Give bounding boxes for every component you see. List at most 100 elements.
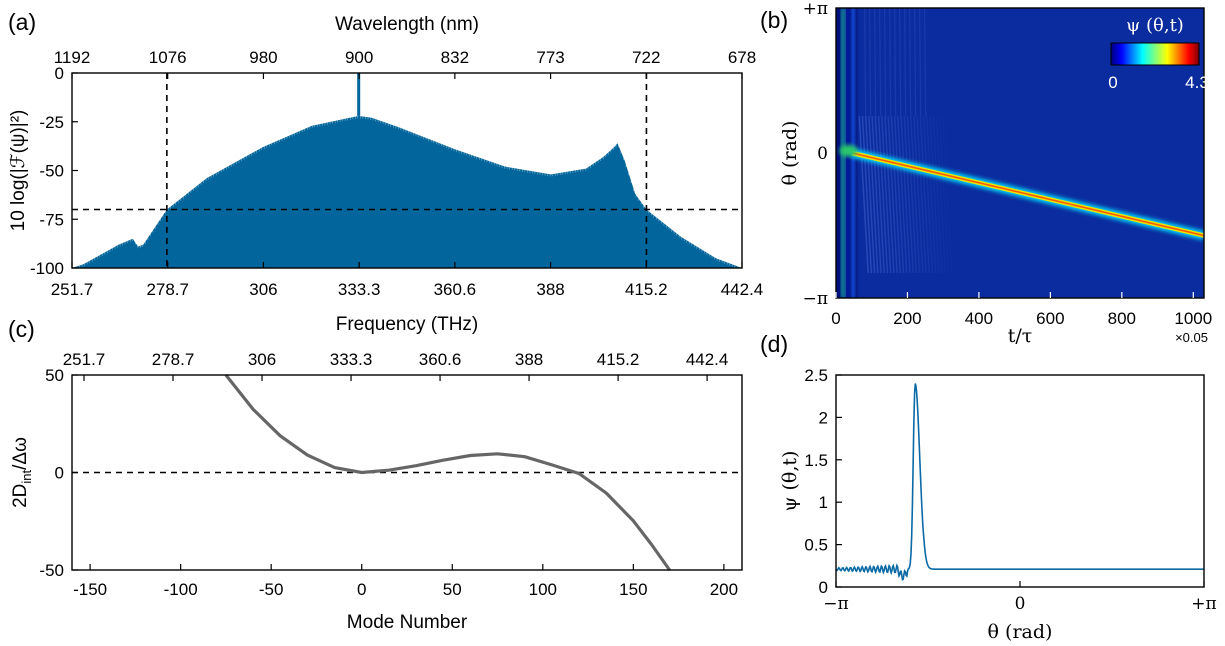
panel-label-c: (c) — [8, 316, 35, 342]
xtick-label: 400 — [965, 309, 993, 328]
wave-ripple-upper — [863, 8, 867, 117]
xtick-label: 415.2 — [625, 280, 668, 299]
xtick-label: 0 — [357, 580, 366, 599]
ytick-label: 2 — [819, 408, 828, 427]
panel-d-frame — [835, 374, 1205, 588]
ytick-label: -50 — [39, 162, 64, 181]
xtick-label: 251.7 — [51, 280, 94, 299]
ytick-label: 0 — [55, 64, 64, 83]
y-axis-label: 10 log(|ℱ(ψ)|²) — [8, 110, 29, 232]
wave-ripple-upper — [903, 8, 907, 117]
x2tick-label: 900 — [345, 48, 373, 67]
panel-b: ψ (θ,t)0 4.30 200 400 600 800 1000×0.05+π0−πt/… — [760, 0, 1212, 347]
xtick-label: 0 — [831, 309, 840, 328]
wave-ripple — [909, 116, 921, 274]
wave-ripple — [871, 116, 882, 274]
x2tick-label: 773 — [536, 48, 564, 67]
wave-ripple — [900, 116, 911, 274]
wave-ripple — [877, 116, 889, 274]
ytick-label: 0 — [55, 464, 64, 483]
wave-ripple — [893, 116, 905, 274]
panel-b-frame — [835, 7, 1205, 299]
xtick-label: -150 — [73, 580, 107, 599]
wave-ripple — [932, 116, 943, 274]
wave-ripple-upper — [898, 8, 902, 117]
panel-label-d: (d) — [760, 331, 788, 357]
x2tick-label: 251.7 — [63, 350, 106, 369]
x2tick-label: 415.2 — [597, 350, 640, 369]
xtick-label: 442.4 — [721, 280, 764, 299]
x-axis-label: Frequency (THz) — [336, 314, 479, 335]
wave-ripple — [903, 116, 914, 274]
x2tick-label: 1076 — [149, 48, 187, 67]
ytick-label: +π — [803, 0, 828, 19]
y-axis-label: 2Dint/Δω — [10, 437, 34, 508]
panel-label-b: (b) — [760, 7, 788, 33]
xtick-label: 150 — [619, 580, 647, 599]
xtick-label: 100 — [529, 580, 557, 599]
comb-lines — [71, 116, 741, 271]
xtick-label: +π — [1191, 594, 1216, 614]
ytick-label: 2.5 — [804, 366, 828, 385]
x-axis-label: Mode Number — [347, 612, 468, 633]
ytick-label: 1.5 — [804, 451, 828, 470]
wave-ripple — [913, 116, 924, 274]
wave-ripple-upper — [909, 8, 912, 117]
spectrum-fill — [72, 115, 742, 269]
wave-ripple — [868, 116, 879, 274]
wave-ripple — [938, 116, 950, 274]
ytick-label: 50 — [45, 366, 64, 385]
xtick-label: 306 — [249, 280, 277, 299]
wave-ripple-upper — [924, 8, 927, 117]
wave-ripple — [929, 116, 940, 274]
transient-edge — [836, 8, 842, 298]
ytick-label: 1 — [819, 493, 828, 512]
xtick-label: -50 — [259, 580, 284, 599]
wave-ripple — [874, 116, 885, 274]
x2tick-label: 360.6 — [419, 350, 462, 369]
wave-ripple — [858, 116, 869, 274]
colorbar — [1110, 42, 1200, 66]
ytick-label: -75 — [39, 210, 64, 229]
xtick-label: 333.3 — [338, 280, 381, 299]
formation-spot — [839, 144, 858, 157]
wave-ripple — [906, 116, 918, 274]
ytick-label: -25 — [39, 113, 64, 132]
panel-a: 251.7 278.7 306 333.3 360.6 388 415.2 442.4 1192… — [8, 9, 763, 335]
colorbar-min: 0 — [1108, 73, 1117, 92]
ytick-label: -50 — [39, 561, 64, 580]
xtick-label: 200 — [710, 580, 738, 599]
panel-d: −π 0 +π00.511.522.5θ (rad)ψ (θ,t)(d) — [760, 331, 1217, 643]
dispersion-curve — [224, 374, 671, 571]
wave-ripple-upper — [919, 8, 922, 117]
x2tick-label: 980 — [249, 48, 277, 67]
panel-c: -150 -100 -50 0 50 100 150 200 251.7 278.7 306 333.… — [8, 316, 743, 633]
x-multiplier: ×0.05 — [1175, 330, 1208, 345]
wave-ripple-upper — [868, 8, 872, 117]
y-axis-label: ψ (θ,t) — [779, 451, 801, 512]
x2tick-label: 1192 — [54, 48, 91, 67]
xtick-label: -100 — [164, 580, 198, 599]
wave-ripple-upper — [878, 8, 882, 117]
wave-ripple — [861, 116, 873, 274]
xtick-label: −π — [823, 594, 848, 614]
x-axis-label: t/τ — [1008, 325, 1033, 347]
ytick-label: 0.5 — [804, 536, 828, 555]
wave-ripple-upper — [883, 8, 887, 117]
soliton-core — [851, 152, 1204, 237]
ytick-label: 0 — [817, 144, 828, 164]
xtick-label: 1000 — [1174, 309, 1212, 328]
x-axis-label: θ (rad) — [988, 621, 1053, 643]
xtick-label: 360.6 — [434, 280, 477, 299]
x2tick-label: 722 — [632, 48, 660, 67]
wave-ripple — [922, 116, 934, 274]
ytick-label: -100 — [30, 259, 64, 278]
xtick-label: 278.7 — [146, 280, 189, 299]
x2tick-label: 388 — [515, 350, 543, 369]
x2tick-label: 306 — [248, 350, 276, 369]
wave-ripple-upper — [873, 8, 877, 117]
wave-ripple — [887, 116, 898, 274]
wave-ripple — [916, 116, 927, 274]
wave-ripple-upper — [888, 8, 892, 117]
